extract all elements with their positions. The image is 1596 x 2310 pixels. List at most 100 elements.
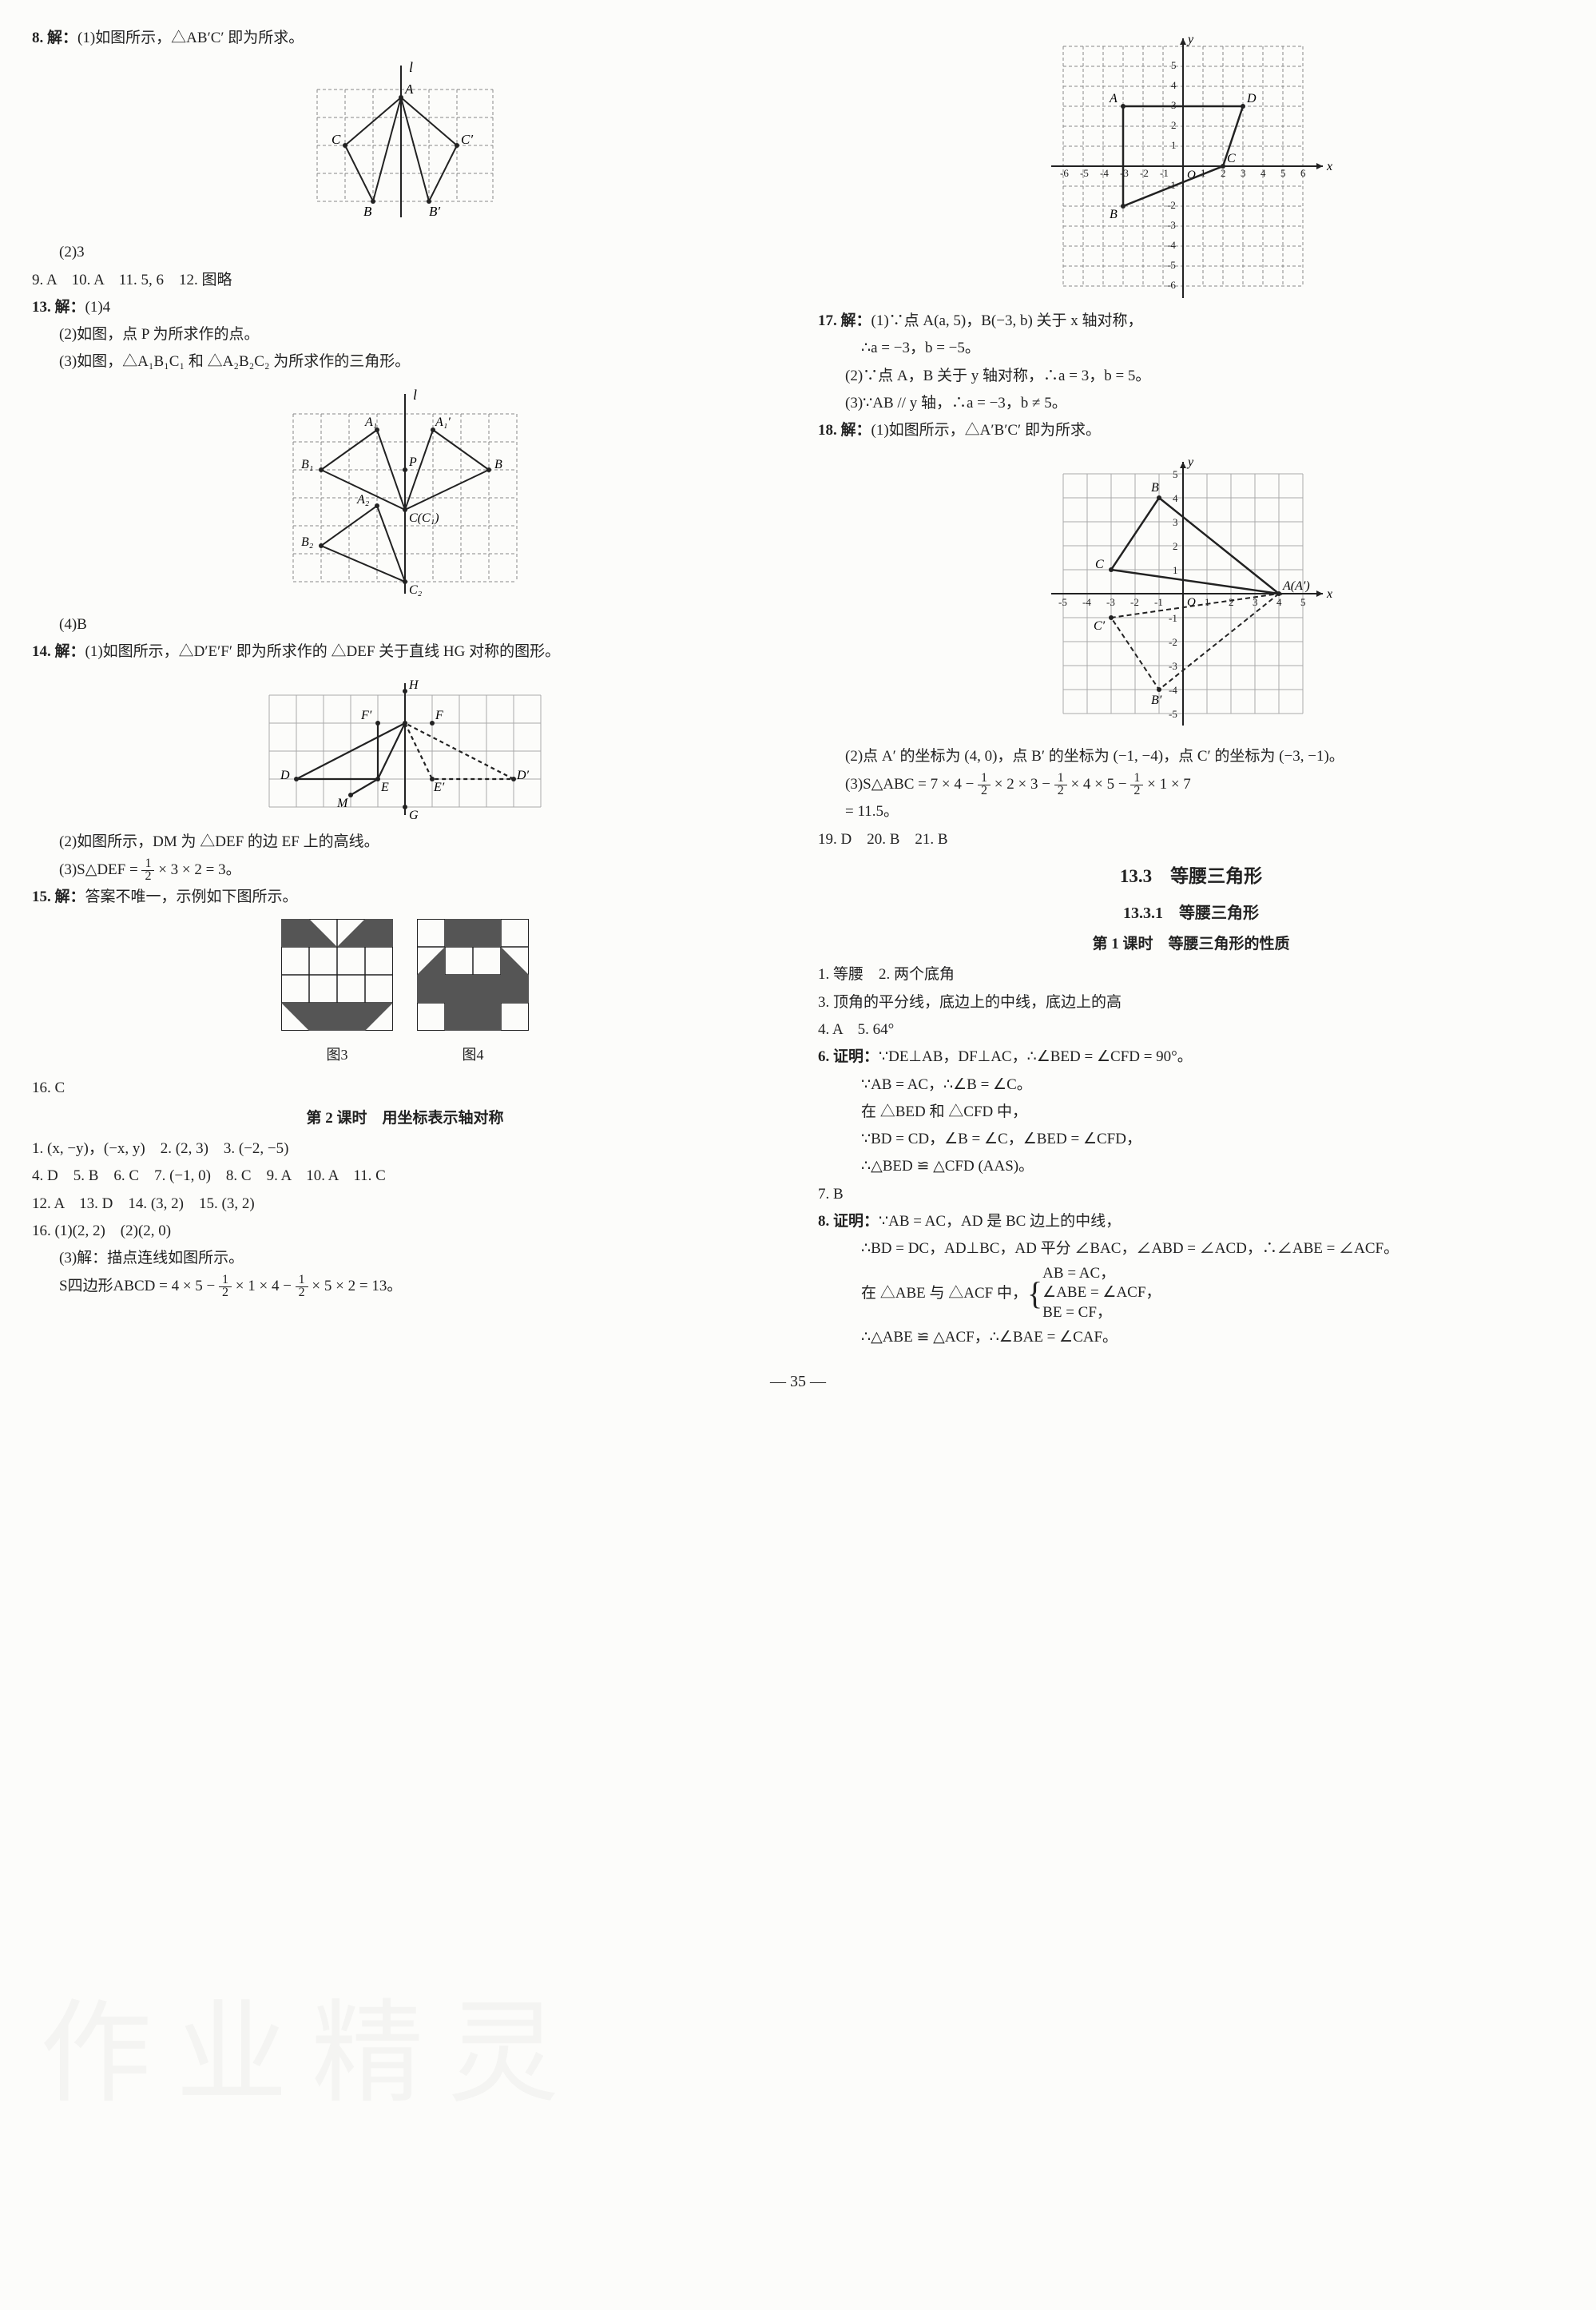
q14-line1: 14. 解：(1)如图所示，△D′E′F′ 即为所求作的 △DEF 关于直线 H… (32, 639, 778, 665)
q14-p1: (1)如图所示，△D′E′F′ 即为所求作的 △DEF 关于直线 HG 对称的图… (85, 643, 561, 660)
fig18-Cp: C′ (1094, 619, 1106, 633)
fig13-P: P (408, 455, 417, 469)
fig18-O: O (1187, 596, 1196, 609)
svg-text:-2: -2 (1169, 636, 1177, 648)
page-number-wrap: — 35 — (32, 1368, 1564, 1395)
q14-p2: (2)如图所示，DM 为 △DEF 的边 EF 上的高线。 (32, 829, 778, 855)
fig14-Dp: D′ (516, 769, 530, 782)
fig13-A2: A₂ (356, 493, 370, 507)
svg-text:-2: -2 (1140, 167, 1149, 179)
fig14-H: H (408, 678, 419, 692)
fig8-pt-B: B (363, 204, 372, 219)
s-q6-l5: ∴△BED ≌ △CFD (AAS)。 (818, 1154, 1564, 1179)
s-q8-l1: ∵AB = AC，AD 是 BC 边上的中线， (879, 1213, 1121, 1230)
svg-text:-3: -3 (1106, 596, 1115, 608)
q18-p3-result: = 11.5。 (818, 799, 1564, 825)
fig14-F: F (435, 709, 443, 722)
fig3-label: 图3 (281, 1043, 393, 1068)
fig14-M: M (336, 797, 349, 810)
s-q8-l4: ∴△ABE ≌ △ACF，∴∠BAE = ∠CAF。 (818, 1325, 1564, 1350)
svg-text:1: 1 (1201, 167, 1206, 179)
frac-half-icon: 12 (1130, 772, 1143, 797)
svg-text:4: 4 (1171, 79, 1177, 91)
q8-p2: (2)3 (32, 240, 778, 265)
q18-p2: (2)点 A′ 的坐标为 (4, 0)，点 B′ 的坐标为 (−1, −4)，点… (818, 744, 1564, 769)
s-q6-label: 6. 证明： (818, 1048, 879, 1065)
frac-half-icon: 12 (141, 857, 154, 883)
fig4-label: 图4 (417, 1043, 529, 1068)
s-q8-l3: 在 △ABE 与 △ACF 中， (861, 1281, 1027, 1306)
fig14-Ep: E′ (433, 781, 445, 794)
svg-text:5: 5 (1280, 167, 1286, 179)
s-q8-l2: ∴BD = DC，AD⊥BC，AD 平分 ∠BAC，∠ABD = ∠ACD，∴∠… (818, 1236, 1564, 1262)
q18-p3-mid1: × 2 × 3 − (995, 776, 1054, 793)
l2-s-prefix: S四边形ABCD = 4 × 5 − (59, 1278, 219, 1294)
fig-q14-svg: H F′ F D E E′ D′ M G (261, 671, 549, 823)
fig13-A1: A₁ (364, 415, 377, 429)
q15-label: 15. 解： (32, 889, 85, 905)
frac-half-icon: 12 (296, 1274, 308, 1299)
fig13-B2: B₂ (301, 535, 314, 549)
s-q8-brace2: ∠ABE = ∠ACF， (1042, 1284, 1161, 1301)
fig8-pt-C: C (332, 132, 341, 147)
q14-p3-prefix: (3)S△DEF = (59, 861, 141, 878)
q13-label: 13. 解： (32, 299, 85, 316)
q8-label: 8. 解： (32, 30, 77, 46)
svg-text:4: 4 (1173, 492, 1178, 504)
svg-text:-3: -3 (1120, 167, 1129, 179)
q18-label: 18. 解： (818, 422, 871, 439)
q18-p3-suffix: × 1 × 7 (1147, 776, 1191, 793)
q13-p2: (2)如图，点 P 为所求作的点。 (32, 322, 778, 348)
svg-text:-1: -1 (1169, 612, 1177, 624)
svg-text:-3: -3 (1169, 660, 1177, 672)
l2-q16-s: S四边形ABCD = 4 × 5 − 12 × 1 × 4 − 12 × 5 ×… (32, 1274, 778, 1300)
svg-text:-4: -4 (1100, 167, 1109, 179)
fig18-x: x (1326, 587, 1332, 601)
lesson2-title: 第 2 课时 用坐标表示轴对称 (32, 1106, 778, 1131)
fig17-B: B (1110, 208, 1118, 221)
s-q8-brace1: AB = AC， (1042, 1265, 1115, 1282)
fig17-C: C (1227, 152, 1236, 165)
fig8-pt-Bp: B′ (429, 204, 440, 219)
q14-p3-suffix: × 3 × 2 = 3。 (158, 861, 240, 878)
q14-label: 14. 解： (32, 643, 85, 660)
fig-q15: 图3 图4 (32, 919, 778, 1068)
fig-q13-svg: l A₁ A₁′ B₁ B P A₂ C(C₁) B₂ C₂ (277, 382, 533, 606)
fig13-C: C(C₁) (409, 511, 439, 525)
s-q3: 3. 顶角的平分线，底边上的中线，底边上的高 (818, 990, 1564, 1016)
s-q8-label: 8. 证明： (818, 1213, 879, 1230)
l2-s-mid: × 1 × 4 − (236, 1278, 296, 1294)
l2-q1: 1. (x, −y)，(−x, y) 2. (2, 3) 3. (−2, −5) (32, 1136, 778, 1162)
l2-q16-1: 16. (1)(2, 2) (2)(2, 0) (32, 1219, 778, 1244)
fig-q8: l A C C′ B B′ (32, 58, 778, 233)
fig17-A: A (1109, 92, 1118, 105)
q8-line1: 8. 解：(1)如图所示，△AB′C′ 即为所求。 (32, 26, 778, 51)
brace-icon: { (1027, 1266, 1042, 1321)
q15-text: 答案不唯一，示例如下图所示。 (85, 889, 298, 905)
svg-text:2: 2 (1229, 596, 1234, 608)
fig18-B: B (1151, 481, 1159, 495)
s-q6-l4: ∵BD = CD，∠B = ∠C，∠BED = ∠CFD， (818, 1127, 1564, 1152)
fig17-O: O (1187, 169, 1196, 181)
fig4-svg (417, 919, 529, 1031)
q17-label: 17. 解： (818, 312, 871, 329)
q13-p3: (3)如图，△A₁B₁C₁ 和 △A₂B₂C₂ 为所求作的三角形。 (32, 349, 778, 375)
fig14-G: G (409, 809, 419, 822)
l2-q4: 4. D 5. B 6. C 7. (−1, 0) 8. C 9. A 10. … (32, 1163, 778, 1189)
q19-21: 19. D 20. B 21. B (818, 827, 1564, 853)
q18-p3-mid2: × 4 × 5 − (1070, 776, 1130, 793)
watermark: 作业精灵 (40, 1960, 583, 2150)
l2-s-suffix: × 5 × 2 = 13。 (312, 1278, 402, 1294)
svg-text:2: 2 (1171, 119, 1177, 131)
s-q8-l3-row: 在 △ABE 与 △ACF 中， { AB = AC， ∠ABE = ∠ACF，… (818, 1264, 1564, 1323)
fig13-A1p: A₁′ (435, 415, 451, 429)
fig3-col: 图3 (281, 919, 393, 1068)
svg-text:1: 1 (1173, 564, 1178, 576)
fig-q14: H F′ F D E E′ D′ M G (32, 671, 778, 823)
svg-text:3: 3 (1171, 99, 1177, 111)
q17-p1a: (1)∵点 A(a, 5)，B(−3, b) 关于 x 轴对称， (871, 312, 1143, 329)
svg-text:1: 1 (1205, 596, 1210, 608)
frac-half-icon: 12 (1054, 772, 1067, 797)
svg-text:-2: -2 (1130, 596, 1139, 608)
q8-p1: (1)如图所示，△AB′C′ 即为所求。 (77, 30, 304, 46)
